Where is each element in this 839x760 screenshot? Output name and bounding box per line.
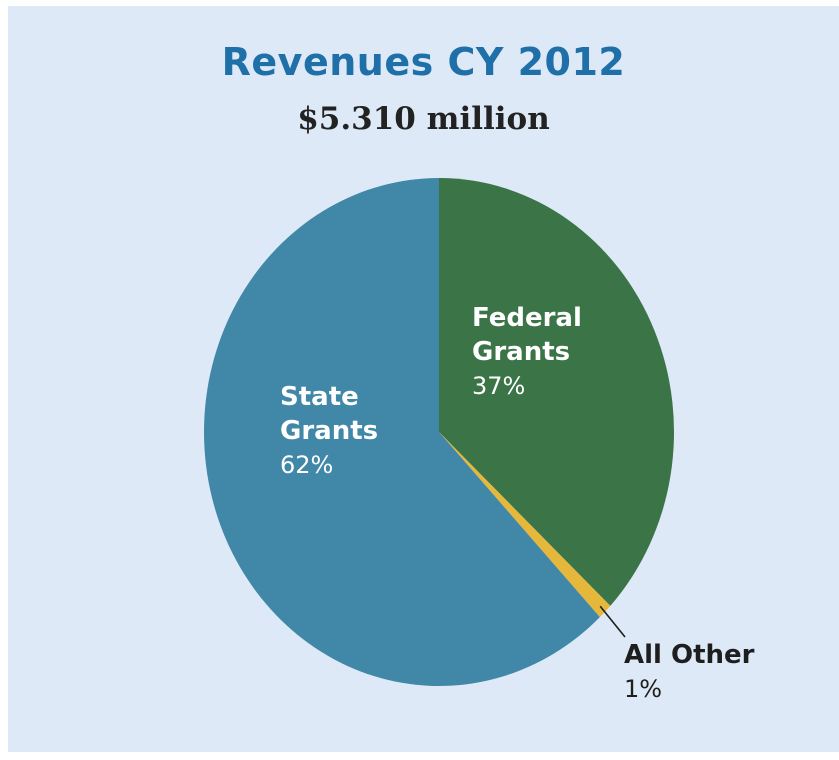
all-other-percent: 1%: [624, 675, 663, 703]
federal-grants-name-line-1: Federal: [472, 303, 582, 333]
state-grants-name-line-2: Grants: [280, 416, 379, 446]
pie-slice-all-other: [439, 432, 611, 618]
state-grants-percent: 62%: [280, 451, 334, 479]
pie-slice-state-grants: [204, 178, 600, 686]
chart-title: Revenues CY 2012: [221, 40, 626, 84]
federal-grants-percent: 37%: [472, 372, 526, 400]
pie-slice-federal-grants: [439, 178, 674, 606]
state-grants-label: State Grants 62%: [280, 380, 378, 482]
chart-subtitle: $5.310 million: [297, 101, 550, 137]
all-other-label: All Other 1%: [624, 638, 755, 706]
federal-grants-label: Federal Grants 37%: [472, 301, 582, 403]
state-grants-name-line-1: State: [280, 382, 359, 412]
all-other-name: All Other: [624, 640, 755, 670]
chart-panel: Revenues CY 2012 $5.310 million Federal …: [8, 6, 839, 752]
pie-chart: [204, 178, 674, 686]
federal-grants-name-line-2: Grants: [472, 337, 571, 367]
all-other-leader-line: [599, 605, 626, 638]
